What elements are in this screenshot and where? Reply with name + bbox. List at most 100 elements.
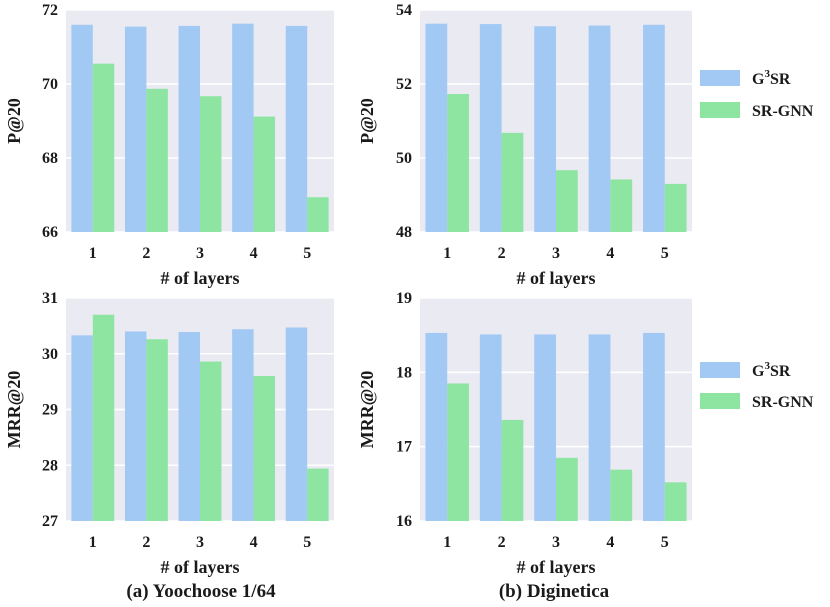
bar-g3sr-layer-1 [425,23,448,232]
x-tick-label: 3 [552,534,560,551]
panel-yoochoose-p20: 66 68 70 72 1 2 3 4 5 # of layers P@20 [4,2,334,288]
bar-srgnn-layer-3 [556,457,578,521]
bar-srgnn-layer-4 [253,376,276,521]
bar-g3sr-layer-4 [588,334,611,521]
bar-g3sr-layer-3 [534,334,556,521]
legend-swatch-srgnn [700,102,740,118]
bar-g3sr-layer-3 [534,26,556,233]
y-tick-label: 27 [42,513,58,530]
bar-srgnn-layer-4 [610,179,633,232]
bar-srgnn-layer-4 [253,116,276,232]
bar-g3sr-layer-3 [178,332,200,521]
bar-srgnn-layer-2 [146,88,168,232]
y-tick-label: 28 [42,457,58,474]
x-tick-label: 4 [250,245,258,262]
x-tick-label: 2 [498,534,506,551]
legend-swatch-g3sr [700,70,740,86]
x-tick-label: 3 [552,245,560,262]
x-axis-label: # of layers [517,268,596,288]
x-tick-label: 4 [606,245,614,262]
x-tick-label: 5 [303,534,311,551]
y-axis-label: MRR@20 [4,371,24,449]
bar-srgnn-layer-1 [92,63,115,233]
y-tick-label: 54 [396,2,412,19]
x-axis-label: # of layers [517,557,596,577]
panel-yoochoose-mrr20: 27 28 29 30 31 1 2 3 4 5 # of layers MRR@20 [4,290,334,577]
y-tick-label: 29 [42,402,58,419]
y-tick-label: 52 [396,76,412,93]
legend-swatch-srgnn [700,393,740,409]
legend-swatch-g3sr [700,362,740,378]
bar-srgnn-layer-2 [501,419,524,521]
y-tick-label: 66 [42,224,58,241]
bar-srgnn-layer-1 [447,93,469,233]
bar-srgnn-layer-3 [200,96,222,233]
bar-g3sr-layer-4 [588,25,611,232]
x-axis-label: # of layers [161,557,240,577]
y-tick-label: 18 [396,364,412,381]
bar-srgnn-layer-3 [556,170,578,232]
bar-srgnn-layer-5 [664,482,687,521]
bar-g3sr-layer-5 [285,25,308,232]
caption-left: (a) Yoochoose 1/64 [126,581,276,602]
legend-label-srgnn: SR-GNN [752,103,814,120]
y-tick-label: 70 [42,76,58,93]
legend-label-srgnn: SR-GNN [752,394,814,411]
x-tick-label: 2 [142,534,150,551]
bar-srgnn-layer-5 [664,183,687,232]
y-tick-label: 31 [42,290,58,307]
bar-srgnn-layer-2 [501,132,524,232]
panel-diginetica-mrr20: 16 17 18 19 1 2 3 4 5 # of layers MRR@20 [357,290,692,577]
y-axis-label: P@20 [357,98,377,144]
y-tick-label: 30 [42,346,58,363]
bar-srgnn-layer-1 [92,314,115,521]
bar-srgnn-layer-5 [307,468,329,521]
bar-g3sr-layer-1 [71,335,93,521]
bar-g3sr-layer-5 [285,327,308,521]
panel-diginetica-p20: 48 50 52 54 1 2 3 4 5 # of layers P@20 [357,2,692,288]
y-tick-label: 48 [396,224,412,241]
bar-g3sr-layer-1 [425,332,448,521]
bar-g3sr-layer-2 [479,24,502,233]
y-tick-label: 72 [42,2,58,19]
bar-srgnn-layer-2 [146,339,168,521]
x-tick-label: 2 [498,245,506,262]
x-tick-label: 5 [661,534,669,551]
bar-g3sr-layer-2 [124,331,147,521]
x-tick-label: 4 [250,534,258,551]
x-tick-label: 3 [196,534,204,551]
bar-g3sr-layer-5 [643,24,665,232]
y-axis-label: P@20 [4,98,24,144]
bar-g3sr-layer-4 [232,23,254,232]
x-tick-label: 1 [443,534,451,551]
x-tick-label: 2 [142,245,150,262]
x-tick-label: 1 [89,534,97,551]
bar-g3sr-layer-2 [124,26,147,233]
bar-g3sr-layer-4 [232,329,254,521]
legend-bottom: G3SR SR-GNN [700,360,814,411]
x-axis-label: # of layers [161,268,240,288]
bar-srgnn-layer-3 [200,361,222,521]
bar-srgnn-layer-1 [447,383,469,521]
caption-right: (b) Diginetica [499,581,610,602]
bar-g3sr-layer-3 [178,25,200,232]
y-tick-label: 50 [396,150,412,167]
y-tick-label: 19 [396,290,412,307]
x-tick-label: 5 [303,245,311,262]
bar-g3sr-layer-5 [643,332,665,521]
y-tick-label: 17 [396,439,412,456]
x-tick-label: 5 [661,245,669,262]
x-tick-label: 1 [89,245,97,262]
x-tick-label: 1 [443,245,451,262]
legend-top: G3SR SR-GNN [700,68,814,120]
bar-srgnn-layer-5 [307,197,329,232]
x-tick-label: 4 [606,534,614,551]
bar-srgnn-layer-4 [610,469,633,521]
x-tick-label: 3 [196,245,204,262]
bar-g3sr-layer-1 [71,24,93,232]
bar-g3sr-layer-2 [479,334,502,521]
legend-label-g3sr: G3SR [752,68,791,88]
y-tick-label: 68 [42,150,58,167]
y-axis-label: MRR@20 [357,371,377,449]
